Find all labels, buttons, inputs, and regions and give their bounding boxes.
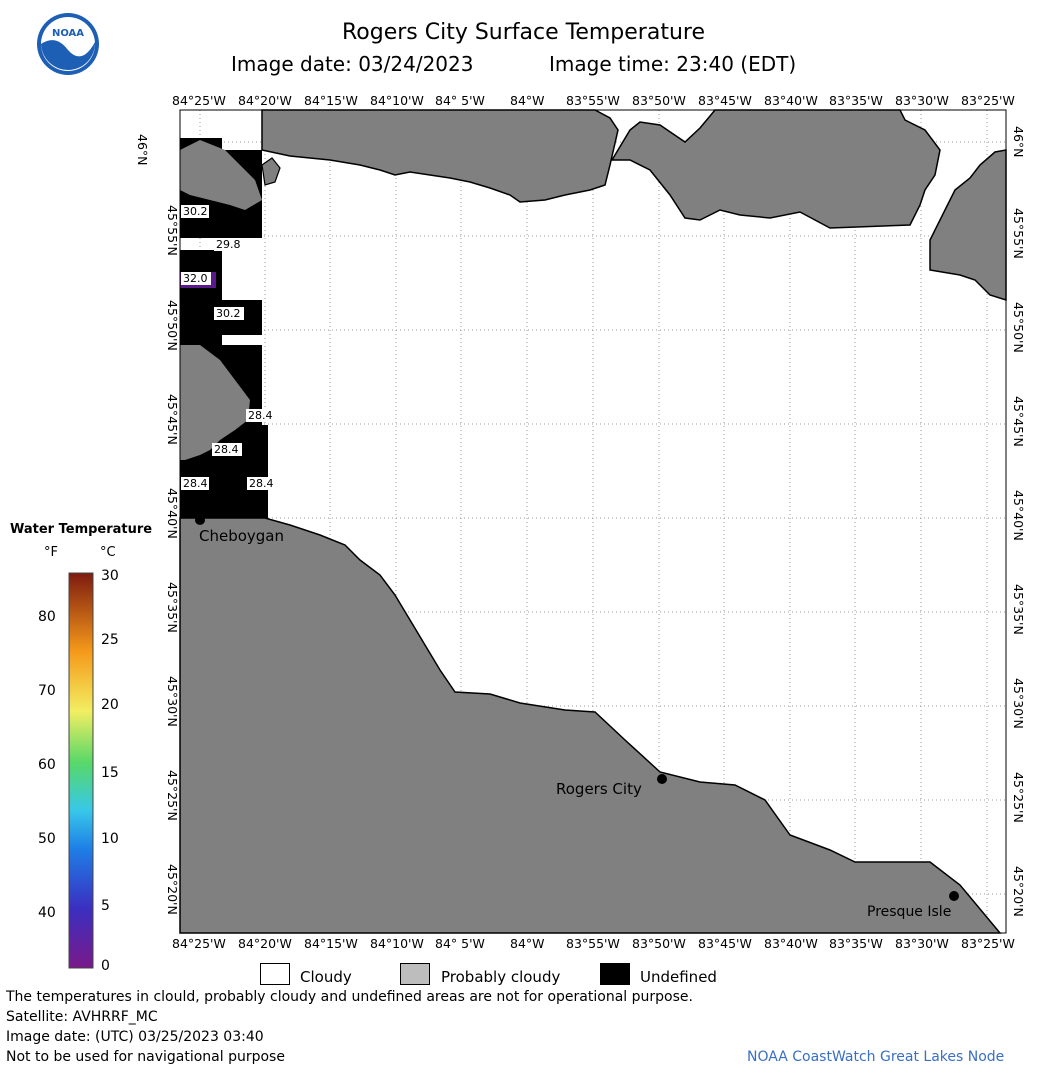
land-west-strip	[180, 345, 250, 460]
temp-label: 28.4	[249, 477, 274, 490]
lat-label: 45°45'N	[165, 394, 180, 445]
lon-label: 83°55'W	[566, 93, 620, 108]
cheboygan-marker	[195, 515, 205, 525]
lat-label: 45°30'N	[165, 676, 180, 727]
land-northeast	[610, 109, 941, 229]
c-tick: 5	[101, 898, 110, 914]
image-date: Image date: 03/24/2023	[231, 52, 474, 76]
lon-label: 83°35'W	[829, 93, 883, 108]
c-tick: 15	[101, 765, 119, 781]
lon-label: 84°15'W	[304, 93, 358, 108]
lat-label: 45°55'N	[1011, 208, 1026, 259]
lon-label: 83°35'W	[829, 936, 883, 951]
c-tick: 20	[101, 697, 119, 713]
unit-fahrenheit: °F	[44, 545, 58, 560]
image-time: Image time: 23:40 (EDT)	[549, 52, 797, 76]
lat-label: 45°35'N	[1011, 584, 1026, 635]
footer-satellite: Satellite: AVHRRF_MC	[6, 1009, 158, 1025]
c-tick: 25	[101, 632, 119, 648]
land-northwest	[180, 140, 262, 210]
c-tick: 30	[101, 568, 119, 584]
land-north	[261, 109, 619, 203]
temp-label: 29.8	[216, 238, 241, 251]
f-tick: 50	[38, 831, 56, 847]
footer-disclaimer: The temperatures in clould, probably clo…	[6, 989, 693, 1005]
c-tick: 10	[101, 831, 119, 847]
f-tick: 60	[38, 757, 56, 773]
lon-label: 83°45'W	[698, 93, 752, 108]
lon-label: 83°50'W	[632, 936, 686, 951]
lon-label: 83°40'W	[764, 93, 818, 108]
f-tick: 80	[38, 609, 56, 625]
lat-label: 45°25'N	[165, 770, 180, 821]
footer-credit: NOAA CoastWatch Great Lakes Node	[747, 1049, 1005, 1065]
page-title: Rogers City Surface Temperature	[341, 20, 706, 45]
f-tick: 70	[38, 683, 56, 699]
temp-label: 28.4	[248, 409, 273, 422]
lat-label: 45°20'N	[165, 864, 180, 915]
lon-label: 84°20'W	[238, 936, 292, 951]
island-north	[261, 157, 281, 186]
place-cheboygan: Cheboygan	[199, 527, 285, 545]
svg-text:NOAA: NOAA	[52, 28, 84, 39]
lat-label: 46°N	[135, 134, 150, 166]
rogers-city-marker	[657, 774, 667, 784]
lon-label: 83°30'W	[895, 93, 949, 108]
lon-label: 83°25'W	[961, 936, 1015, 951]
lat-label: 45°40'N	[1011, 490, 1026, 541]
lon-label: 84°20'W	[238, 93, 292, 108]
lon-label: 84°W	[510, 93, 545, 108]
lon-label: 84°10'W	[370, 93, 424, 108]
footer-utc-date: Image date: (UTC) 03/25/2023 03:40	[6, 1029, 264, 1045]
lon-label: 83°30'W	[895, 936, 949, 951]
lon-label: 84°10'W	[370, 936, 424, 951]
temp-label: 30.2	[216, 307, 241, 320]
land-east	[929, 149, 1007, 302]
colorbar-title: Water Temperature	[10, 522, 153, 537]
lat-label: 45°20'N	[1011, 866, 1026, 917]
legend-swatch-cloudy	[260, 963, 290, 985]
lat-label: 46°N	[1011, 126, 1026, 158]
lat-label: 45°45'N	[1011, 396, 1026, 447]
noaa-logo-icon: NOAA	[37, 13, 99, 75]
place-presque-isle: Presque Isle	[867, 904, 952, 920]
lat-label: 45°55'N	[165, 205, 180, 256]
f-tick: 40	[38, 905, 56, 921]
lon-label: 84° 5'W	[435, 936, 485, 951]
legend-probably-cloudy: Probably cloudy	[441, 968, 561, 986]
temp-label: 32.0	[183, 272, 208, 285]
lon-label: 83°40'W	[764, 936, 818, 951]
footer-navigation-note: Not to be used for navigational purpose	[6, 1049, 285, 1065]
lon-label: 83°50'W	[632, 93, 686, 108]
presque-isle-marker	[949, 891, 959, 901]
land-south	[179, 517, 1002, 934]
lon-label: 84°25'W	[172, 93, 226, 108]
legend-swatch-undefined	[600, 963, 630, 985]
lon-label: 84°W	[510, 936, 545, 951]
legend-cloudy: Cloudy	[300, 968, 352, 986]
lat-label: 45°50'N	[1011, 302, 1026, 353]
temp-label: 30.2	[183, 205, 208, 218]
lat-label: 45°25'N	[1011, 772, 1026, 823]
lon-label: 83°55'W	[566, 936, 620, 951]
legend-undefined: Undefined	[640, 968, 717, 986]
lat-label: 45°35'N	[165, 582, 180, 633]
lat-label: 45°30'N	[1011, 678, 1026, 729]
place-rogers-city: Rogers City	[556, 780, 642, 798]
lon-label: 83°25'W	[961, 93, 1015, 108]
lon-label: 84°15'W	[304, 936, 358, 951]
lat-label: 45°40'N	[165, 488, 180, 539]
map-border	[179, 109, 1007, 934]
legend-swatch-probably-cloudy	[400, 963, 430, 985]
lon-label: 84°25'W	[172, 936, 226, 951]
lon-label: 84° 5'W	[435, 93, 485, 108]
c-tick: 0	[101, 958, 110, 974]
temp-label: 28.4	[183, 477, 208, 490]
colorbar	[68, 572, 94, 969]
lat-label: 45°50'N	[165, 300, 180, 351]
temp-label: 28.4	[214, 443, 239, 456]
lon-label: 83°45'W	[698, 936, 752, 951]
unit-celsius: °C	[100, 545, 116, 560]
